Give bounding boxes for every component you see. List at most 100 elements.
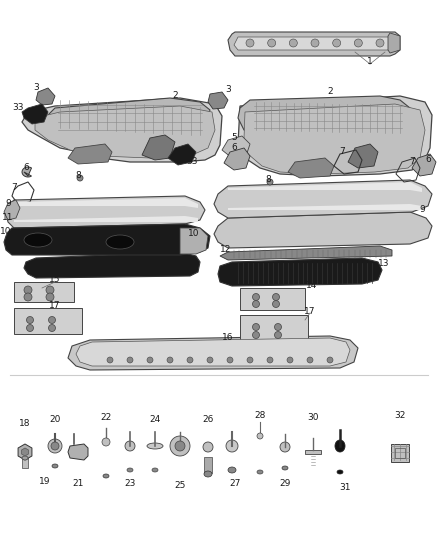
Ellipse shape	[252, 294, 259, 301]
Polygon shape	[21, 448, 28, 456]
Text: 30: 30	[307, 414, 319, 423]
Text: 3: 3	[33, 83, 39, 92]
Text: 16: 16	[222, 334, 234, 343]
Text: 19: 19	[39, 478, 51, 487]
Ellipse shape	[327, 357, 333, 363]
Bar	[22, 458, 28, 468]
Bar	[305, 450, 321, 454]
Polygon shape	[348, 144, 378, 168]
Ellipse shape	[24, 293, 32, 301]
Polygon shape	[14, 198, 198, 208]
Text: 20: 20	[49, 416, 61, 424]
Ellipse shape	[106, 235, 134, 249]
Text: 11: 11	[2, 214, 14, 222]
Polygon shape	[22, 98, 222, 162]
Text: 7: 7	[409, 157, 415, 166]
Ellipse shape	[27, 325, 33, 332]
Polygon shape	[18, 444, 32, 460]
Ellipse shape	[152, 468, 158, 472]
Ellipse shape	[48, 439, 62, 453]
Text: 25: 25	[174, 481, 186, 489]
Polygon shape	[68, 336, 358, 370]
Polygon shape	[22, 167, 32, 177]
Polygon shape	[244, 104, 425, 174]
Ellipse shape	[252, 324, 259, 330]
Ellipse shape	[247, 357, 253, 363]
Text: 2: 2	[172, 92, 178, 101]
Text: 12: 12	[220, 246, 232, 254]
Polygon shape	[142, 135, 175, 160]
Ellipse shape	[103, 474, 109, 478]
Ellipse shape	[257, 433, 263, 439]
Ellipse shape	[280, 442, 290, 452]
Text: 6: 6	[23, 164, 29, 173]
Polygon shape	[218, 258, 382, 286]
Polygon shape	[224, 148, 250, 170]
Polygon shape	[234, 37, 392, 50]
Text: 8: 8	[75, 172, 81, 181]
Polygon shape	[214, 180, 432, 218]
Ellipse shape	[227, 357, 233, 363]
Text: 9: 9	[419, 206, 425, 214]
Ellipse shape	[187, 357, 193, 363]
Polygon shape	[68, 144, 112, 164]
Polygon shape	[76, 338, 350, 366]
Polygon shape	[388, 33, 400, 53]
Ellipse shape	[170, 436, 190, 456]
Ellipse shape	[290, 39, 297, 47]
Ellipse shape	[287, 357, 293, 363]
Ellipse shape	[337, 470, 343, 474]
Text: 22: 22	[100, 414, 112, 423]
Polygon shape	[228, 182, 422, 192]
Text: 7: 7	[11, 182, 17, 191]
Text: 33: 33	[186, 157, 198, 166]
Text: 32: 32	[394, 411, 406, 421]
Text: 9: 9	[5, 199, 11, 208]
Text: 2: 2	[327, 87, 333, 96]
Text: 31: 31	[339, 482, 351, 491]
Text: 13: 13	[118, 257, 130, 266]
Ellipse shape	[354, 39, 362, 47]
Polygon shape	[238, 96, 410, 136]
Polygon shape	[214, 212, 432, 248]
Text: 28: 28	[254, 411, 266, 421]
Ellipse shape	[127, 357, 133, 363]
Text: 26: 26	[202, 416, 214, 424]
Polygon shape	[412, 154, 436, 176]
Text: 1: 1	[367, 58, 373, 67]
Ellipse shape	[24, 286, 32, 294]
Ellipse shape	[77, 175, 83, 181]
Bar	[14, 308, 82, 334]
Ellipse shape	[272, 294, 279, 301]
Text: 29: 29	[279, 480, 291, 489]
Bar	[395, 448, 405, 458]
Ellipse shape	[175, 441, 185, 451]
Ellipse shape	[226, 440, 238, 452]
Ellipse shape	[267, 357, 273, 363]
Ellipse shape	[275, 324, 282, 330]
Bar	[14, 282, 74, 302]
Text: 21: 21	[72, 480, 84, 489]
Ellipse shape	[275, 332, 282, 338]
Polygon shape	[222, 136, 250, 158]
Ellipse shape	[252, 301, 259, 308]
Text: 15: 15	[49, 276, 61, 285]
Ellipse shape	[46, 293, 54, 301]
Ellipse shape	[311, 39, 319, 47]
Ellipse shape	[125, 441, 135, 451]
Ellipse shape	[51, 442, 59, 450]
Polygon shape	[168, 144, 196, 165]
Text: 6: 6	[231, 143, 237, 152]
Ellipse shape	[127, 468, 133, 472]
Polygon shape	[24, 252, 200, 278]
Ellipse shape	[147, 357, 153, 363]
Text: 5: 5	[231, 133, 237, 142]
Text: 7: 7	[339, 148, 345, 157]
Ellipse shape	[27, 317, 33, 324]
Text: 23: 23	[124, 480, 136, 489]
Bar	[240, 288, 305, 310]
Ellipse shape	[268, 39, 276, 47]
Ellipse shape	[167, 357, 173, 363]
Ellipse shape	[335, 440, 345, 452]
Bar	[240, 315, 308, 341]
